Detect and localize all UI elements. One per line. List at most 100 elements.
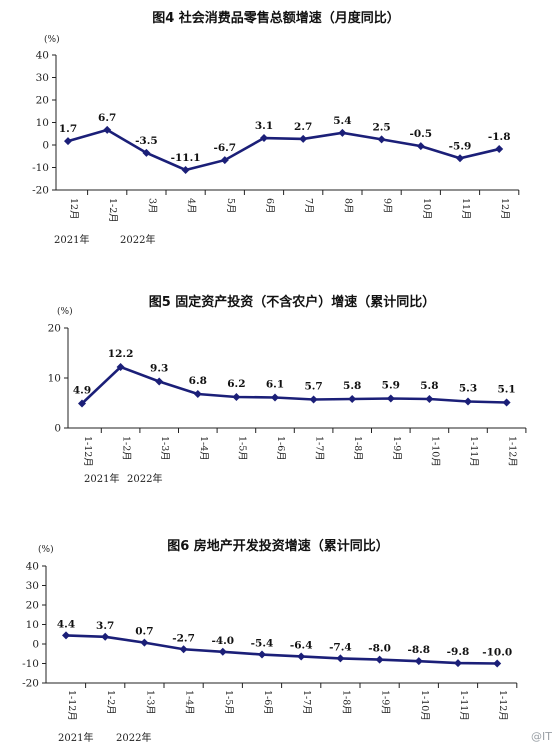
chart1-data-label: -6.7	[213, 142, 236, 154]
chart3-data-label: -4.0	[211, 635, 234, 647]
chart3-data-point	[297, 652, 306, 661]
chart2-data-label: 5.8	[343, 380, 361, 392]
chart3-y-tick-label: 30	[26, 580, 39, 592]
chart3-x-tick-label: 1-2月	[105, 690, 116, 715]
chart3-y-tick-label: -20	[22, 678, 39, 690]
chart3-data-label: -10.0	[482, 647, 512, 659]
chart1-data-label: -5.9	[449, 140, 472, 152]
chart2-data-point	[193, 390, 202, 398]
chart1-y-tick-label: 0	[42, 140, 49, 152]
chart2-x-tick-label: 1-10月	[429, 436, 440, 467]
chart1-y-tick-label: -20	[32, 185, 49, 197]
chart3-data-label: -5.4	[251, 638, 274, 650]
chart3-data-point	[336, 654, 345, 663]
chart3-x-tick-label: 1-12月	[66, 690, 77, 721]
chart3-x-tick-label: 1-6月	[262, 690, 273, 715]
chart1-data-point	[220, 156, 229, 165]
chart3-y-tick-label: 20	[26, 600, 39, 612]
chart2-x-tick-label: 1-6月	[275, 436, 286, 461]
chart3-x-tick-label: 1-11月	[458, 690, 469, 721]
chart1-x-tick-label: 4月	[186, 198, 197, 214]
chart3-y-tick-label: 0	[32, 639, 39, 651]
chart3-year-label: 2021年	[58, 731, 93, 744]
chart1-data-label: -11.1	[171, 152, 201, 164]
chart2-x-tick-label: 1-12月	[82, 436, 93, 467]
chart1-x-tick-label: 5月	[225, 198, 236, 214]
chart3-data-point	[140, 638, 149, 647]
chart2-data-point	[464, 397, 472, 406]
chart3-data-label: -7.4	[329, 641, 352, 653]
chart3-data-label: -8.0	[368, 643, 391, 655]
chart1-data-label: 5.4	[333, 115, 351, 127]
chart1-data-point	[103, 125, 112, 134]
chart2-data-label: 6.2	[227, 378, 245, 390]
chart3-data-point	[218, 647, 227, 656]
chart2-year-label: 2021年	[84, 472, 119, 485]
chart1-data-point	[142, 148, 151, 157]
chart2-data-label: 12.2	[108, 348, 134, 360]
chart3-data-point	[414, 657, 423, 666]
chart2-x-tick-label: 1-2月	[121, 436, 132, 461]
chart1-x-tick-label: 6月	[264, 198, 275, 214]
chart3-series-line	[65, 634, 498, 665]
chart3-data-label: 3.7	[96, 620, 114, 632]
chart3-x-tick-label: 1-10月	[419, 690, 430, 721]
chart2-data-point	[116, 363, 125, 371]
chart1-data-label: 3.1	[255, 120, 273, 132]
chart3-data-label: -8.8	[407, 644, 430, 656]
chart2-x-tick-label: 1-8月	[352, 436, 363, 461]
chart1-y-tick-label: 20	[36, 95, 49, 107]
chart2-data-point	[348, 395, 357, 403]
chart1-x-tick-label: 8月	[342, 198, 353, 214]
chart2-data-label: 4.9	[73, 385, 91, 397]
chart1-unit: (%)	[44, 34, 60, 45]
chart3-data-point	[375, 655, 384, 664]
chart1-x-tick-label: 10月	[421, 198, 432, 220]
chart2-series-line	[81, 365, 507, 405]
chart1-year-label: 2022年	[120, 233, 155, 246]
chart1-data-point	[181, 165, 190, 174]
chart1-x-tick-label: 3月	[146, 198, 157, 214]
chart1-y-tick-label: -10	[32, 162, 49, 174]
chart3-unit: (%)	[38, 544, 54, 555]
chart2-unit: (%)	[57, 306, 73, 317]
chart3-data-point	[454, 659, 462, 668]
chart2-data-label: 5.9	[382, 380, 400, 392]
chart2-data-label: 9.3	[150, 363, 168, 375]
chart1-data-point	[416, 142, 425, 151]
chart2-x-tick-label: 1-9月	[391, 436, 402, 461]
chart2-x-tick-label: 1-5月	[236, 436, 247, 461]
chart3-data-label: -6.4	[290, 639, 313, 651]
chart2-x-tick-label: 1-7月	[314, 436, 325, 461]
chart1-data-point	[456, 154, 464, 163]
chart2-data-label: 5.1	[497, 384, 515, 396]
chart1-data-label: 6.7	[98, 112, 116, 124]
chart1-x-tick-label: 1-2月	[107, 198, 118, 223]
chart2-data-point	[309, 395, 318, 404]
chart2-data-point	[78, 399, 86, 408]
chart2-data-point	[425, 395, 434, 403]
chart3-year-label: 2022年	[116, 731, 151, 744]
chart3-x-tick-label: 1-12月	[497, 690, 508, 721]
chart2-x-tick-label: 1-3月	[159, 436, 170, 461]
chart2-x-tick-label: 1-4月	[198, 436, 209, 461]
chart2-data-point	[502, 398, 511, 407]
chart1-y-tick-label: 10	[36, 117, 49, 129]
chart1-data-label: 1.7	[59, 123, 77, 135]
chart3-data-point	[62, 631, 70, 640]
chart3-x-tick-label: 1-7月	[301, 690, 312, 715]
chart1-data-label: -1.8	[488, 131, 511, 143]
chart3-y-tick-label: -10	[22, 658, 39, 670]
chart1-data-point	[299, 134, 308, 143]
chart2-y-tick-label: 10	[48, 373, 61, 385]
chart1-x-tick-label: 11月	[460, 198, 471, 220]
chart1-y-tick-label: 30	[36, 72, 49, 84]
chart1-x-tick-label: 12月	[68, 198, 79, 220]
chart1-title: 图4 社会消费品零售总额增速（月度同比）	[152, 10, 400, 26]
chart2-title: 图5 固定资产投资（不含农户）增速（累计同比）	[149, 294, 436, 310]
chart1-y-tick-label: 40	[36, 50, 49, 62]
chart1-data-point	[338, 128, 347, 137]
chart2-x-tick-label: 1-12月	[507, 436, 518, 467]
chart2-y-tick-label: 20	[48, 323, 61, 335]
